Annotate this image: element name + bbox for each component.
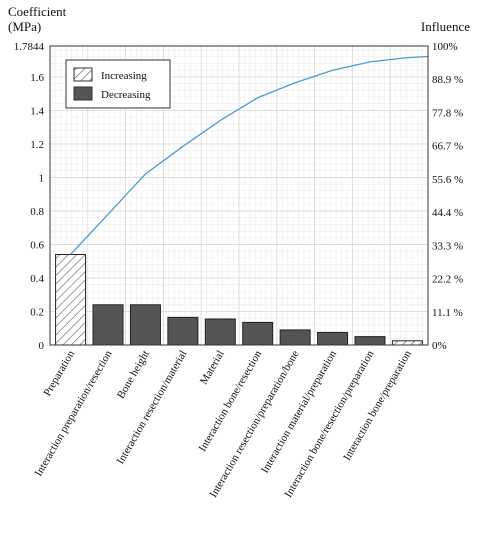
y2-tick-label: 0% xyxy=(432,340,447,352)
y2-tick-label: 55.6 % xyxy=(432,174,463,186)
bar-4 xyxy=(167,316,199,346)
y-tick-label: 1 xyxy=(39,172,45,184)
y-tick-label: 0.8 xyxy=(30,206,44,218)
bar-1 xyxy=(55,254,87,346)
y-tick-label: 0 xyxy=(39,340,45,352)
legend-swatch-increasing xyxy=(73,67,93,82)
y-tick-label: 1.2 xyxy=(30,139,44,151)
y-tick-label: 0.4 xyxy=(30,273,44,285)
y2-tick-label: 11.1 % xyxy=(432,307,463,319)
bar-7 xyxy=(279,329,311,346)
bar-2 xyxy=(92,304,124,346)
cumulative-line xyxy=(70,55,429,255)
y2-tick-label: 44.4 % xyxy=(432,207,463,219)
bar-3 xyxy=(129,304,161,346)
y-tick-label: 1.4 xyxy=(30,105,44,117)
bar-5 xyxy=(204,318,236,346)
legend: Increasing Decreasing xyxy=(65,59,171,109)
bar-9 xyxy=(354,336,386,346)
left-tick-labels: 0 0.2 0.4 0.6 0.8 1 1.2 1.4 1.6 1.7844 xyxy=(14,41,45,352)
y-tick-label: 1.6 xyxy=(30,72,44,84)
bars xyxy=(55,254,423,346)
y2-tick-label: 100% xyxy=(432,41,458,53)
y-tick-label: 1.7844 xyxy=(14,41,45,53)
y-tick-label: 0.2 xyxy=(30,306,44,318)
cumulative-line-layer xyxy=(70,55,429,255)
right-tick-labels: 0% 11.1 % 22.2 % 33.3 % 44.4 % 55.6 % 66.7 % 77… xyxy=(432,41,463,352)
category-label-4: Interaction resection/material xyxy=(114,349,189,467)
y2-tick-label: 33.3 % xyxy=(432,240,463,252)
left-axis-label-line2: (MPa) xyxy=(8,19,41,34)
plot-frame xyxy=(49,45,429,346)
category-label-2: Interaction preparation/resection xyxy=(33,348,115,478)
category-label-10: Interaction bone/preparation xyxy=(341,348,414,463)
category-label-1: Preparation xyxy=(41,348,77,398)
bar-10 xyxy=(391,340,423,346)
right-axis-label: Influence xyxy=(421,19,470,34)
legend-label-increasing: Increasing xyxy=(101,70,147,82)
y-tick-label: 0.6 xyxy=(30,239,44,251)
category-label-5: Material xyxy=(198,349,227,387)
left-axis-label-line1: Coefficient xyxy=(8,4,67,19)
y2-tick-label: 22.2 % xyxy=(432,274,463,286)
category-label-3: Bone height xyxy=(115,349,152,401)
y2-tick-label: 66.7 % xyxy=(432,141,463,153)
legend-label-decreasing: Decreasing xyxy=(101,89,151,101)
y2-tick-label: 77.8 % xyxy=(432,107,463,119)
legend-swatch-decreasing xyxy=(73,86,93,101)
bar-6 xyxy=(242,321,274,346)
y2-tick-label: 88.9 % xyxy=(432,74,463,86)
category-label-8: Interaction material/preparation xyxy=(259,348,339,475)
bar-8 xyxy=(317,331,349,346)
